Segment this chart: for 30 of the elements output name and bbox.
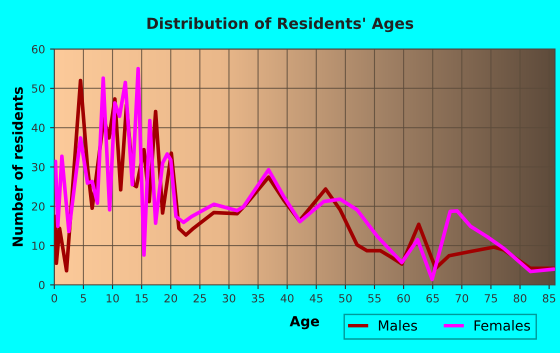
x-axis-title: Age: [290, 316, 320, 330]
x-tick-label: 15: [136, 294, 148, 302]
x-tick-label: 40: [280, 294, 294, 302]
chart-title: Distribution of Residents' Ages: [147, 17, 414, 32]
x-tick-label: 0: [52, 294, 58, 302]
x-tick-label: 45: [310, 294, 322, 302]
x-tick-label: 85: [542, 294, 556, 302]
y-tick-label: 40: [32, 124, 45, 132]
legend-label: Males: [378, 320, 418, 331]
x-tick-label: 10: [106, 294, 119, 302]
legend-label: Females: [474, 320, 530, 331]
x-tick-label: 75: [484, 294, 498, 302]
y-tick-label: 20: [32, 202, 45, 211]
x-tick-label: 70: [456, 294, 468, 302]
y-tick-label: 10: [32, 242, 45, 250]
x-tick-label: 60: [397, 294, 410, 302]
x-tick-label: 35: [252, 294, 264, 302]
x-tick-label: 30: [222, 294, 236, 302]
y-tick-label: 60: [32, 45, 45, 54]
x-tick-label: 65: [426, 294, 439, 302]
y-axis-title: Number of residents: [12, 87, 23, 246]
x-tick-label: 50: [339, 294, 352, 302]
x-tick-label: 80: [514, 294, 526, 302]
y-tick-label: 30: [32, 162, 45, 172]
x-tick-label: 20: [164, 294, 178, 302]
x-tick-label: 5: [80, 294, 86, 302]
y-tick-label: 50: [32, 84, 45, 93]
x-tick-label: 55: [368, 294, 381, 302]
x-tick-label: 25: [194, 294, 206, 302]
y-tick-label: 0: [38, 280, 45, 290]
